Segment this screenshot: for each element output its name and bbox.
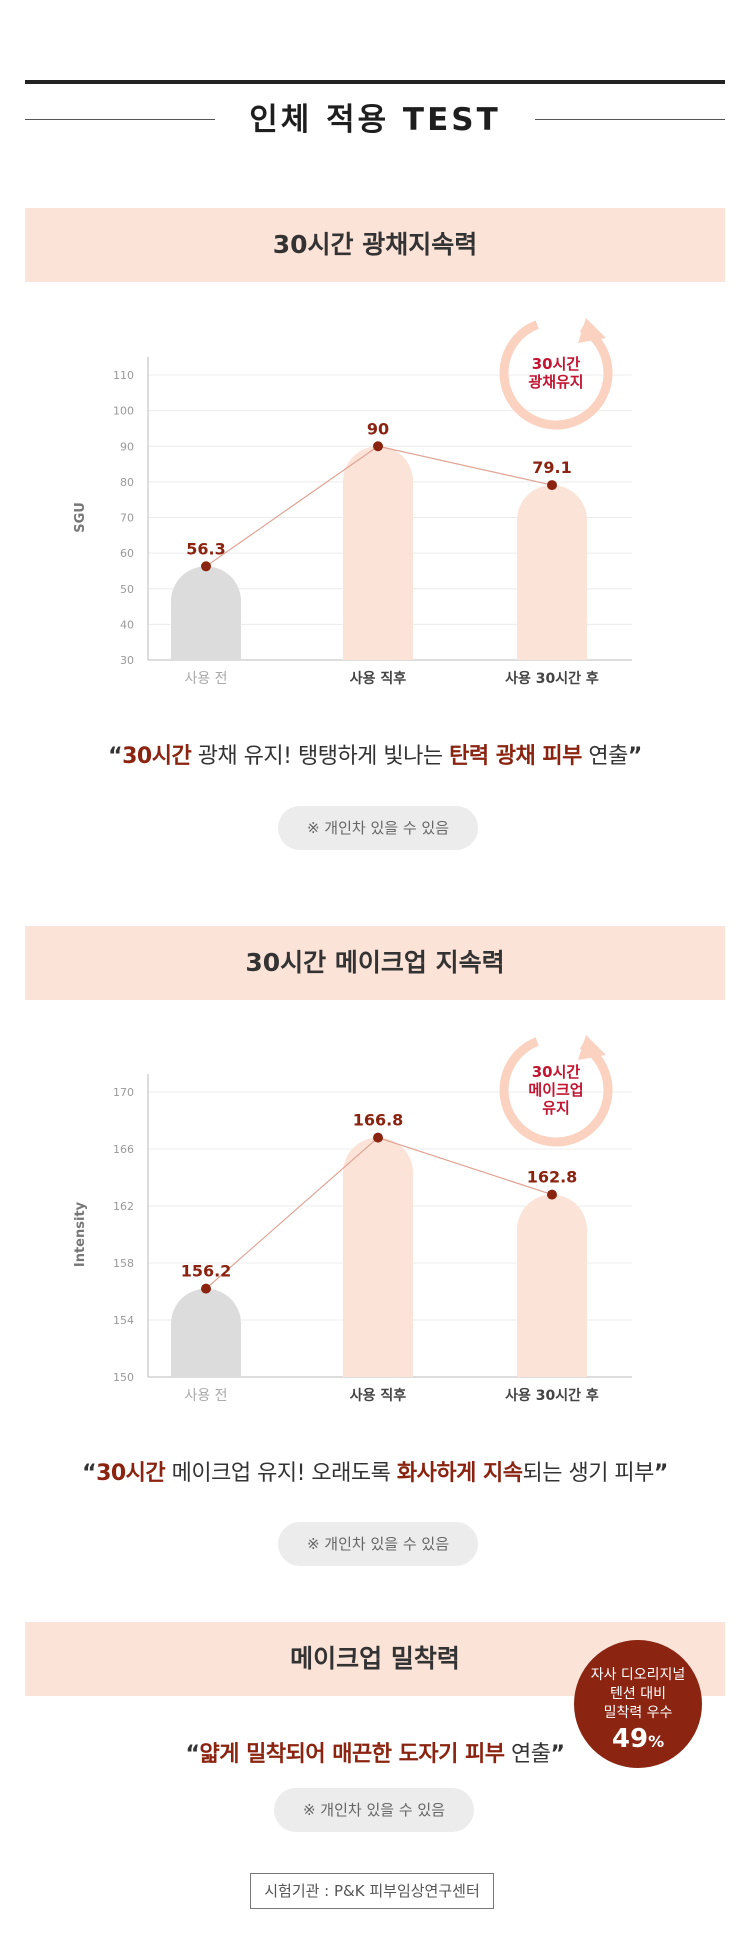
quote-highlight-1: 얇게 밀착되어 매끈한 도자기 피부 [199, 1742, 506, 1767]
x-category-label: 사용 직후 [350, 1387, 407, 1404]
bar-1 [343, 1137, 413, 1377]
adhesion-badge: 자사 디오리지널 텐션 대비 밀착력 우수 49% [574, 1640, 702, 1768]
value-label: 166.8 [353, 1111, 404, 1130]
value-label: 90 [367, 419, 389, 438]
badge-percent: 49% [574, 1724, 702, 1757]
gloss-chart-svg: 30 40 50 60 70 80 90 100 110 SGU 56.3 90 79.1 사용 전 사용 … [73, 316, 632, 687]
data-point [373, 441, 383, 452]
value-label: 162.8 [527, 1168, 578, 1187]
y-tick-label: 80 [120, 476, 134, 489]
badge-text: 30시간 [532, 1063, 581, 1081]
data-point [547, 1189, 557, 1200]
badge-unit: % [648, 1732, 665, 1751]
quote-open: “ [185, 1742, 200, 1767]
bar-1 [343, 446, 413, 660]
section-title-gloss: 30시간 광채지속력 [25, 208, 725, 282]
gloss-quote: “30시간 광채 유지! 탱탱하게 빛나는 탄력 광채 피부 연출” [25, 738, 725, 770]
x-category-label: 사용 30시간 후 [505, 670, 599, 687]
y-tick-label: 110 [113, 369, 134, 382]
badge-text: 메이크업 [528, 1081, 583, 1099]
badge-line-2: 텐션 대비 [610, 1686, 666, 1702]
quote-close: ” [653, 1461, 668, 1486]
y-tick-label: 60 [120, 547, 134, 560]
quote-open: “ [82, 1461, 97, 1486]
disclaimer-note: ※ 개인차 있을 수 있음 [278, 1522, 478, 1566]
bar-0 [171, 566, 241, 660]
test-institution: 시험기관 : P&K 피부임상연구센터 [250, 1873, 494, 1909]
quote-text-1: 메이크업 유지! 오래도록 [165, 1461, 397, 1486]
header-line-left [25, 119, 215, 120]
gloss-chart: 30 40 50 60 70 80 90 100 110 SGU 56.3 90 79.1 사용 전 사용 … [60, 315, 700, 687]
x-category-label: 사용 30시간 후 [505, 1387, 599, 1404]
quote-highlight-1: 30시간 [122, 744, 192, 769]
makeup-chart: 150 154 158 162 166 170 Intensity 156.2 166.8 162… [60, 1032, 700, 1404]
quote-text-2: 연출 [581, 744, 628, 769]
badge-value: 49 [611, 1724, 649, 1754]
disclaimer-note: ※ 개인차 있을 수 있음 [274, 1788, 474, 1832]
badge-text: 유지 [542, 1099, 570, 1117]
y-tick-label: 150 [113, 1371, 134, 1384]
data-point [547, 480, 557, 491]
bar-2 [517, 1194, 587, 1377]
trend-line-segment [377, 1137, 553, 1196]
page-title: 인체 적용 TEST [249, 102, 501, 138]
y-tick-label: 100 [113, 405, 134, 418]
arrow-head-icon [578, 318, 606, 343]
badge-text: 광채유지 [528, 373, 583, 391]
quote-text-1: 광채 유지! 탱탱하게 빛나는 [191, 744, 450, 769]
y-tick-label: 158 [113, 1257, 134, 1270]
value-label: 56.3 [186, 539, 225, 558]
adhesion-quote: “얇게 밀착되어 매끈한 도자기 피부 연출” [25, 1736, 725, 1768]
page-header: 인체 적용 TEST [25, 98, 725, 142]
x-category-label: 사용 직후 [350, 670, 407, 687]
data-point [201, 1283, 211, 1294]
y-axis-label: Intensity [73, 1201, 88, 1267]
y-tick-label: 166 [113, 1143, 134, 1156]
y-tick-label: 170 [113, 1086, 134, 1099]
value-label: 79.1 [532, 458, 571, 477]
arrow-head-icon [578, 1035, 606, 1060]
trend-line-segment [205, 1137, 379, 1290]
trend-line-segment [377, 445, 553, 486]
quote-close: ” [550, 1742, 565, 1767]
badge-line-3: 밀착력 우수 [603, 1705, 673, 1721]
y-tick-label: 90 [120, 440, 134, 453]
y-tick-label: 162 [113, 1200, 134, 1213]
y-tick-label: 50 [120, 583, 134, 596]
bar-2 [517, 485, 587, 660]
quote-highlight-2: 화사하게 지속 [396, 1461, 523, 1486]
badge-text: 30시간 [532, 355, 581, 373]
quote-text-1: 연출 [504, 1742, 551, 1767]
data-point [373, 1132, 383, 1143]
x-category-label: 사용 전 [184, 671, 227, 687]
quote-highlight-2: 탄력 광채 피부 [449, 744, 582, 769]
badge-line-1: 자사 디오리지널 [590, 1667, 686, 1683]
y-axis-label: SGU [73, 502, 88, 533]
x-category-label: 사용 전 [184, 1388, 227, 1404]
header-line-right [535, 119, 725, 120]
y-tick-label: 30 [120, 654, 134, 667]
quote-highlight-1: 30시간 [96, 1461, 166, 1486]
quote-open: “ [108, 744, 123, 769]
data-point [201, 561, 211, 572]
disclaimer-note: ※ 개인차 있을 수 있음 [278, 806, 478, 850]
section-title-makeup: 30시간 메이크업 지속력 [25, 926, 725, 1000]
quote-text-2: 되는 생기 피부 [522, 1461, 654, 1486]
value-label: 156.2 [181, 1262, 232, 1281]
quote-close: ” [627, 744, 642, 769]
makeup-quote: “30시간 메이크업 유지! 오래도록 화사하게 지속되는 생기 피부” [25, 1455, 725, 1487]
bar-0 [171, 1288, 241, 1377]
y-tick-label: 154 [113, 1314, 134, 1327]
y-tick-label: 70 [120, 512, 134, 525]
makeup-chart-svg: 150 154 158 162 166 170 Intensity 156.2 166.8 162… [73, 1033, 632, 1404]
trend-line-segment [205, 445, 379, 567]
y-tick-label: 40 [120, 618, 134, 631]
top-divider [25, 80, 725, 84]
